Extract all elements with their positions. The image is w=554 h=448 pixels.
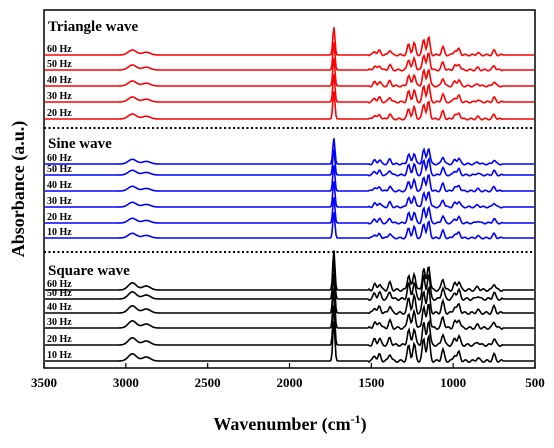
series-label: 40 Hz: [47, 75, 72, 86]
spectrum-line: [45, 250, 534, 293]
x-axis-label-main: Wavenumber (cm: [213, 414, 350, 435]
x-tick-label: 500: [525, 375, 545, 390]
spectrum-line: [45, 212, 534, 240]
x-tick-label: 3000: [113, 375, 139, 390]
spectrum-line: [45, 138, 534, 166]
series-label: 10 Hz: [47, 227, 72, 238]
spectrum-line: [45, 58, 534, 88]
spectrum-line: [45, 165, 534, 193]
series-label: 40 Hz: [47, 302, 72, 313]
series-label: 40 Hz: [47, 180, 72, 191]
series-label: 50 Hz: [47, 59, 72, 70]
spectrum-line: [45, 273, 534, 316]
spectrum-line: [45, 27, 534, 57]
spectrum-line: [45, 91, 534, 121]
x-tick-label: 2000: [277, 375, 303, 390]
series-label: 50 Hz: [47, 288, 72, 299]
spectrum-line: [45, 305, 534, 348]
spectra-traces: [45, 27, 534, 364]
spectrum-line: [45, 181, 534, 209]
x-tick-label: 2500: [195, 375, 221, 390]
spectrum-line: [45, 42, 534, 72]
x-axis-label-superscript: -1: [351, 412, 361, 426]
x-axis-label-close: ): [361, 414, 367, 435]
series-label: 30 Hz: [47, 91, 72, 102]
x-tick-label: 1000: [440, 375, 466, 390]
panel-title: Sine wave: [48, 136, 112, 152]
spectrum-line: [45, 259, 534, 302]
spectrum-line: [45, 321, 534, 364]
spectrum-line: [45, 288, 534, 331]
series-label: 30 Hz: [47, 317, 72, 328]
x-axis-label: Wavenumber (cm-1): [213, 412, 366, 435]
spectrum-line: [45, 74, 534, 104]
spectrum-line: [45, 197, 534, 225]
panel-title: Triangle wave: [48, 19, 138, 35]
series-label: 60 Hz: [47, 153, 72, 164]
y-axis-label: Absorbance (a.u.): [8, 121, 29, 258]
series-label: 20 Hz: [47, 334, 72, 345]
x-tick-label: 1500: [358, 375, 384, 390]
x-tick-label: 3500: [31, 375, 57, 390]
series-label: 60 Hz: [47, 279, 72, 290]
panel-title: Square wave: [48, 263, 130, 279]
x-axis: 3500 3000 2500 2000 1500 1000 500: [31, 363, 545, 390]
series-label: 10 Hz: [47, 350, 72, 361]
series-label: 20 Hz: [47, 212, 72, 223]
series-label: 60 Hz: [47, 44, 72, 55]
spectrum-line: [45, 149, 534, 177]
series-label: 30 Hz: [47, 196, 72, 207]
series-label: 50 Hz: [47, 164, 72, 175]
series-label: 20 Hz: [47, 108, 72, 119]
